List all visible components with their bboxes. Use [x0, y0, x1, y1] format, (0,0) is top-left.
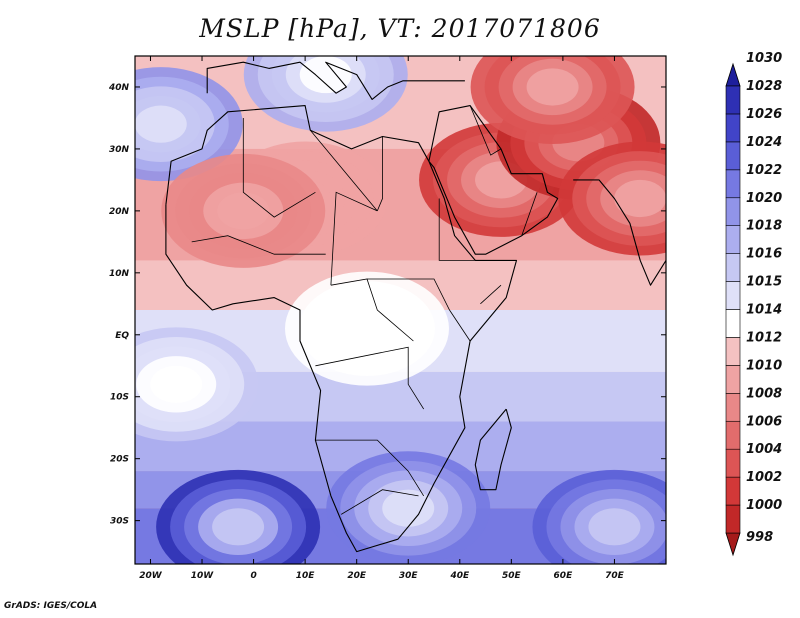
- lat-tick-label: 40N: [108, 83, 130, 93]
- country-border: [242, 118, 316, 218]
- longitude-ticks: 20W 10W 0 10E 20E 30E 40E 50E 60E 70E: [139, 56, 625, 581]
- colorbar-swatch: [725, 337, 741, 366]
- colorbar-swatch: [725, 448, 741, 478]
- colorbar-swatch: [725, 365, 741, 394]
- pressure-center: [558, 141, 666, 256]
- lat-tick-label: EQ: [115, 331, 129, 341]
- lat-tick-label: 10N: [109, 269, 130, 279]
- lon-tick-label: 10W: [191, 571, 215, 581]
- pressure-center: [243, 56, 408, 132]
- colorbar-swatch: [725, 85, 741, 115]
- country-border: [315, 439, 425, 497]
- lon-tick-label: 0: [250, 571, 256, 581]
- lon-tick-label: 20W: [139, 571, 163, 581]
- lat-tick-label: 20S: [110, 455, 129, 465]
- pressure-center: [532, 469, 666, 564]
- colorbar-label: 1006: [746, 414, 782, 429]
- colorbar-label: 1004: [746, 442, 782, 457]
- colorbar-label: 1016: [746, 247, 782, 262]
- latitude-ticks: 40N 30N 20N 10N EQ 10S 20S 30S: [108, 83, 666, 527]
- colorbar-swatch: [725, 253, 741, 282]
- country-border: [376, 136, 383, 212]
- country-border: [340, 489, 419, 515]
- colorbar-label: 1010: [746, 358, 782, 373]
- colorbar-label: 1026: [746, 107, 782, 122]
- colorbar-label: 1028: [746, 79, 782, 94]
- country-border: [330, 278, 414, 342]
- colorbar-label: 1000: [746, 498, 782, 513]
- grads-credit: GrADS: IGES/COLA: [4, 601, 98, 611]
- country-border: [438, 198, 476, 261]
- colorbar-swatch: [725, 169, 741, 199]
- colorbar-swatch: [725, 281, 741, 310]
- country-border: [367, 278, 471, 342]
- colorbar-swatch: [725, 197, 741, 226]
- coastlines: [165, 61, 666, 553]
- colorbar-swatch: [725, 420, 741, 450]
- colorbar-label: 1022: [746, 163, 782, 178]
- country-border: [315, 346, 425, 410]
- country-border: [469, 105, 502, 156]
- colorbar-label: 1015: [746, 275, 782, 290]
- country-border: [521, 192, 538, 236]
- lon-tick-label: 70E: [605, 571, 625, 581]
- colorbar-swatch: [725, 141, 741, 171]
- pressure-center: [135, 327, 259, 442]
- plot-frame: [134, 55, 667, 565]
- europe-coastline: [206, 61, 465, 100]
- colorbar-max-arrow: [725, 62, 741, 87]
- country-border: [480, 284, 502, 305]
- pressure-center: [135, 67, 243, 182]
- colorbar-label: 1014: [746, 303, 782, 318]
- africa-coastline: [165, 105, 518, 553]
- lon-tick-label: 30E: [399, 571, 419, 581]
- lat-tick-label: 30S: [110, 517, 129, 527]
- colorbar-label: 1012: [746, 330, 782, 345]
- colorbar-label: 1030: [746, 51, 782, 66]
- lon-tick-label: 10E: [296, 571, 316, 581]
- pressure-center: [161, 153, 326, 268]
- lon-tick-label: 40E: [449, 571, 470, 581]
- colorbar-label: 1020: [746, 191, 782, 206]
- lat-tick-label: 30N: [109, 145, 130, 155]
- pressure-center: [470, 56, 635, 144]
- pressure-center: [284, 271, 449, 386]
- colorbar-label: 998: [746, 530, 773, 545]
- colorbar-swatch: [725, 309, 741, 338]
- lon-tick-label: 50E: [502, 571, 522, 581]
- colorbar-label: 1002: [746, 470, 782, 485]
- colorbar-swatch: [725, 476, 741, 506]
- country-borders: [191, 105, 538, 515]
- colorbar-label: 1018: [746, 219, 782, 234]
- country-border: [309, 130, 378, 286]
- pressure-center: [156, 469, 321, 564]
- arabia-coastline: [428, 105, 559, 255]
- colorbar-swatch: [725, 113, 741, 143]
- lon-tick-label: 60E: [554, 571, 574, 581]
- colorbar-swatch: [725, 393, 741, 422]
- india-coastline: [573, 179, 666, 286]
- colorbar-min-arrow: [725, 532, 741, 557]
- lon-tick-label: 20E: [347, 571, 367, 581]
- colorbar-label: 1008: [746, 386, 782, 401]
- colorbar-swatch: [725, 504, 741, 534]
- colorbar-swatch: [725, 225, 741, 254]
- lat-tick-label: 20N: [109, 207, 130, 217]
- pressure-center: [326, 451, 491, 564]
- country-border: [191, 235, 326, 255]
- colorbar-label: 1024: [746, 135, 782, 150]
- lat-tick-label: 10S: [110, 393, 129, 403]
- madagascar-coastline: [474, 408, 512, 491]
- map-title: MSLP [hPa], VT: 2017071806: [199, 14, 601, 43]
